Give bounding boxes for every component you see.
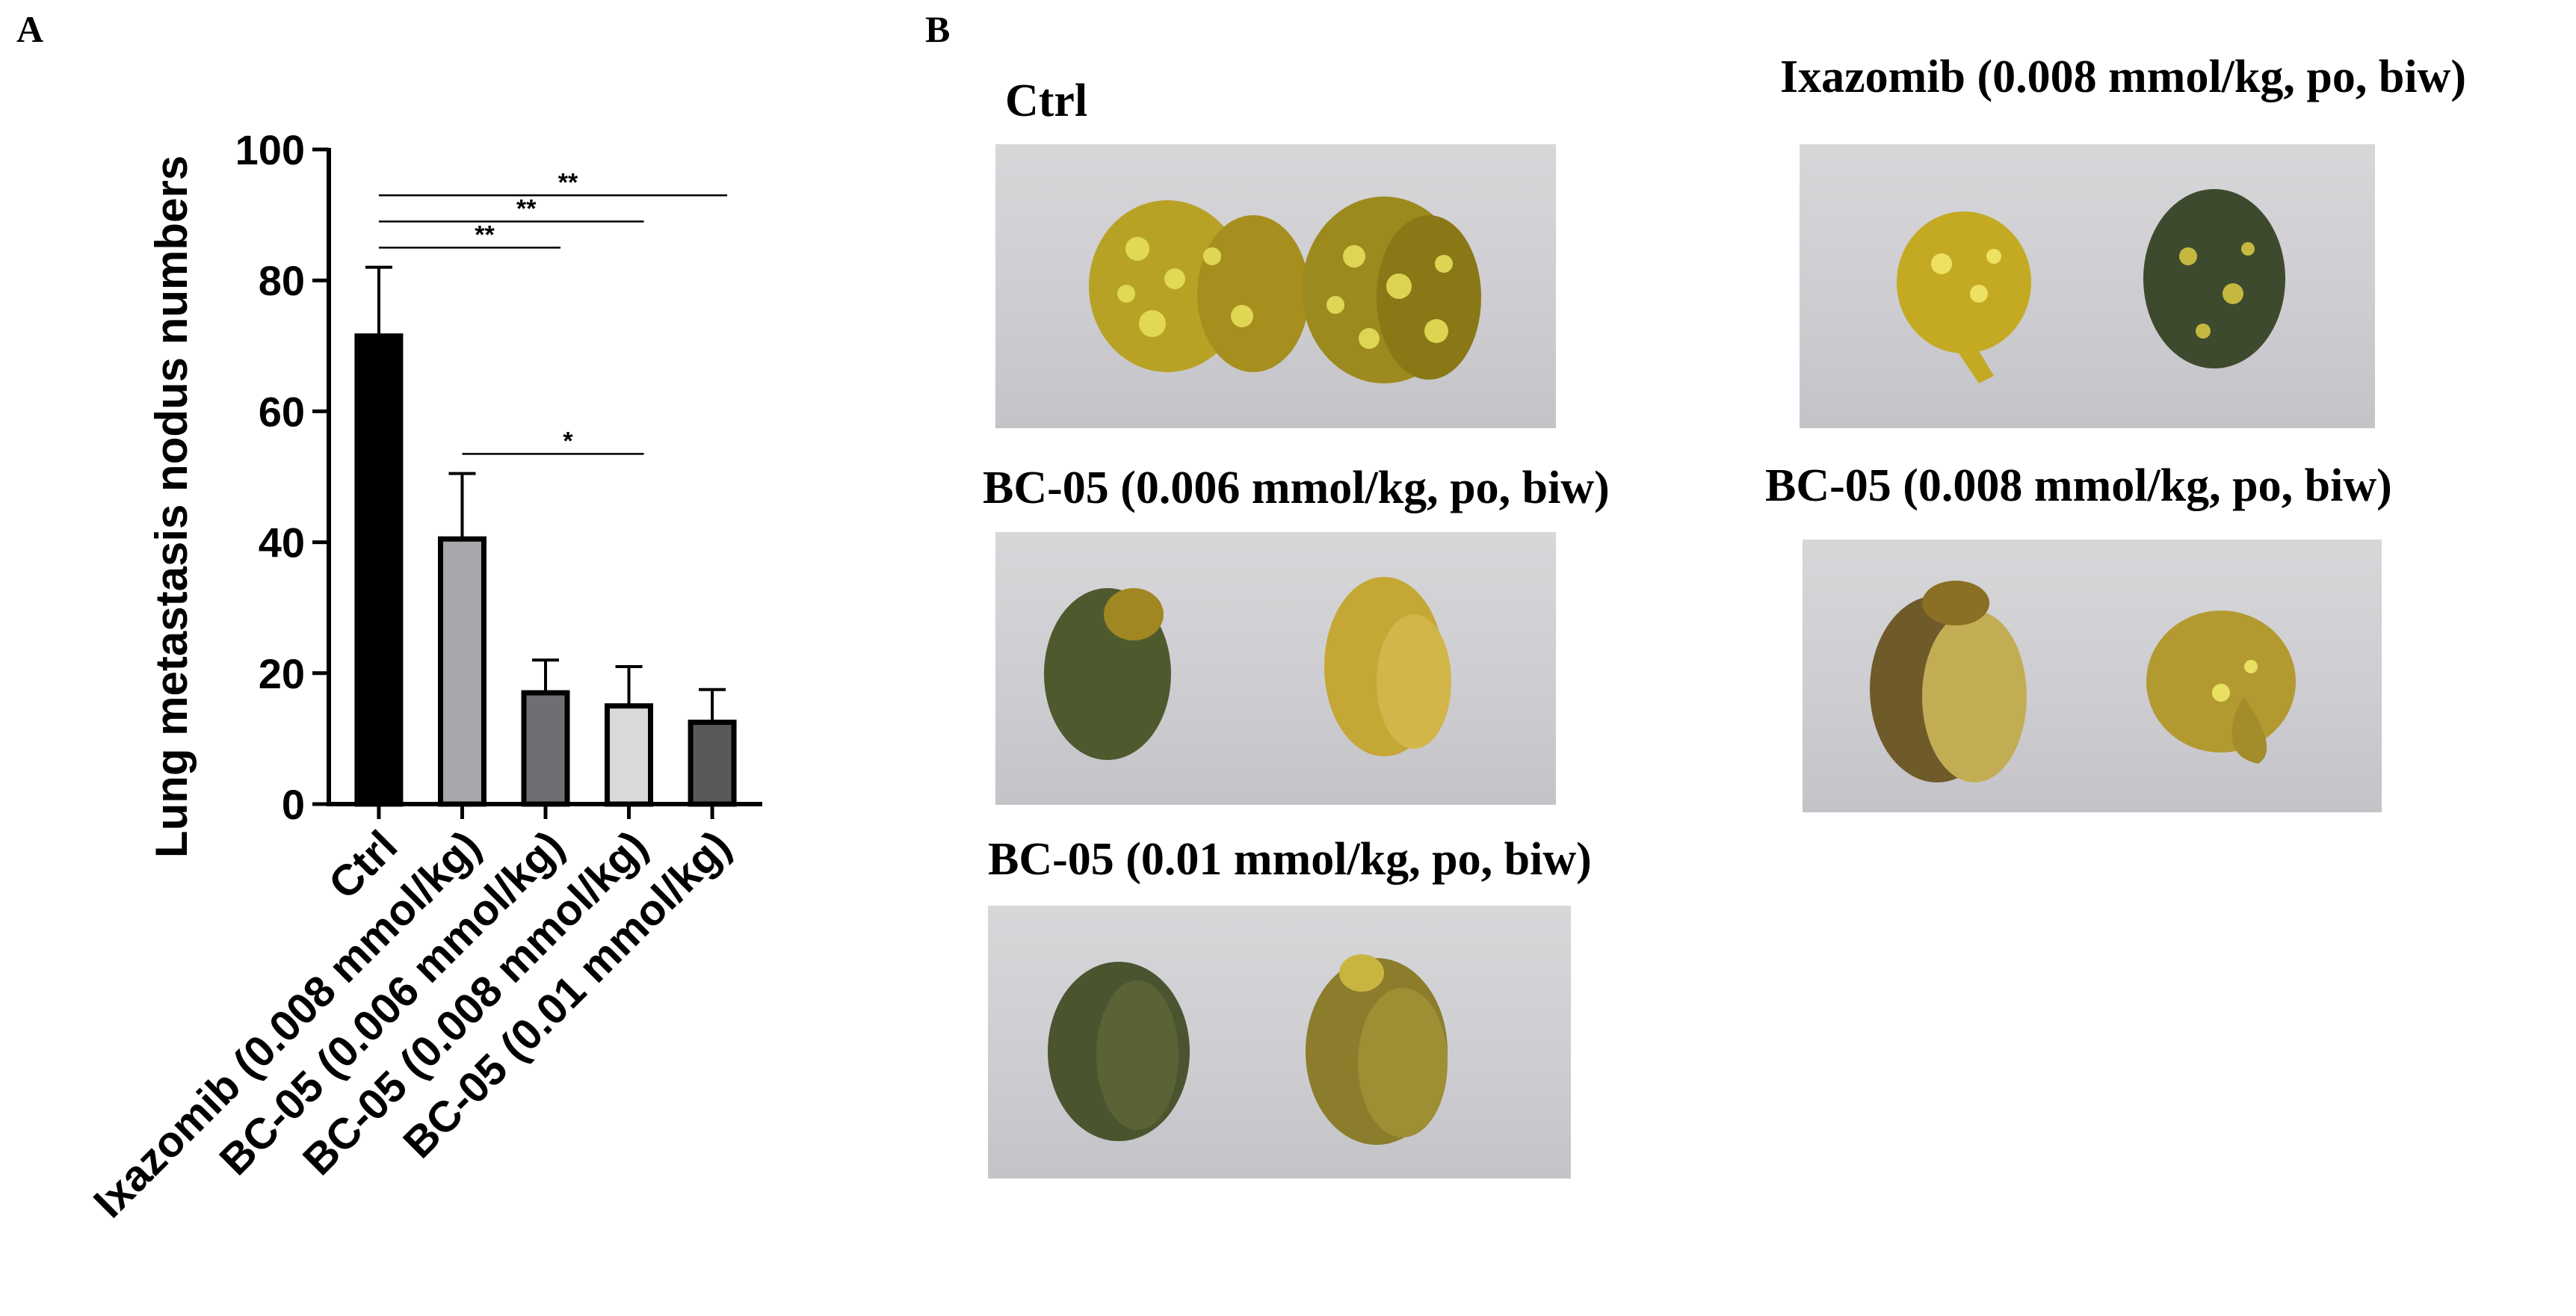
photo-ctrl: [995, 144, 1556, 428]
bar-chart: 0 20 40 60 80 100 Lung metastasis nodus number…: [84, 126, 762, 1227]
significance-marker: **: [475, 220, 495, 249]
y-tick-label: 0: [282, 781, 305, 828]
bar: [521, 690, 570, 807]
panel-label-a: A: [16, 8, 44, 50]
lung-specimen: [1048, 962, 1190, 1141]
significance-marker: *: [563, 427, 573, 455]
photo-title-bc05-0006: BC-05 (0.006 mmol/kg, po, biw): [983, 463, 1610, 513]
y-tick-label: 40: [259, 519, 305, 566]
photo-ixazomib: [1800, 144, 2375, 428]
photo-title-bc05-001: BC-05 (0.01 mmol/kg, po, biw): [988, 834, 1592, 885]
lung-specimen: [1044, 588, 1171, 760]
y-axis-title: Lung metastasis nodus numbers: [146, 155, 197, 858]
lung-specimen: [1870, 581, 2027, 782]
x-tick-label: BC-05 (0.006 mmol/kg): [210, 821, 573, 1184]
panel-label-b: B: [925, 8, 951, 50]
significance-marker: **: [558, 168, 578, 197]
y-tick-label: 20: [259, 650, 305, 697]
photo-bc05-0008: [1803, 540, 2382, 812]
photo-title-ixazomib: Ixazomib (0.008 mmol/kg, po, biw): [1780, 52, 2466, 102]
significance-marker: **: [516, 194, 537, 223]
lung-specimen: [1897, 211, 2031, 383]
bar: [354, 333, 404, 807]
photo-title-bc05-0008: BC-05 (0.008 mmol/kg, po, biw): [1765, 460, 2392, 511]
bar: [437, 536, 487, 807]
photo-bc05-001: [988, 906, 1571, 1178]
bar: [688, 720, 737, 807]
photo-bc05-0006: [995, 532, 1556, 805]
y-tick-label: 60: [259, 388, 305, 435]
y-tick-label: 80: [259, 257, 305, 304]
photo-title-ctrl: Ctrl: [1005, 75, 1088, 126]
y-tick-label: 100: [235, 126, 305, 173]
bar: [605, 703, 654, 807]
